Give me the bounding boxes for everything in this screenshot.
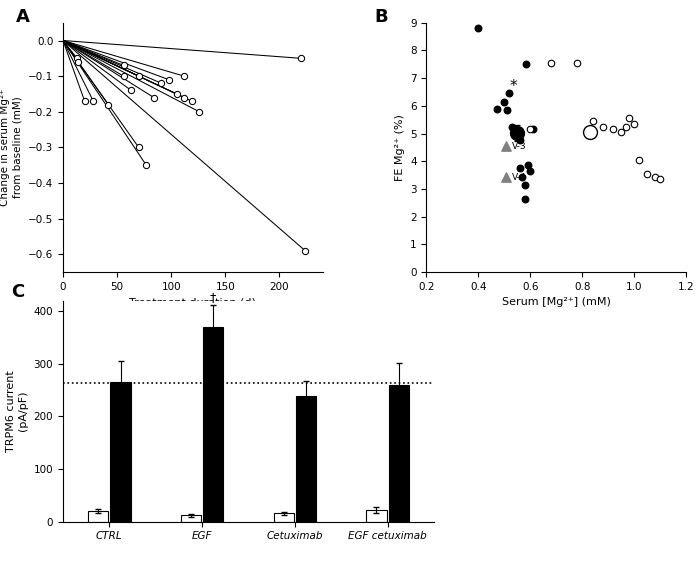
Point (507, 122, 518, 131)
Point (521, 60, 532, 69)
Point (623, 114, 634, 123)
Point (608, 125, 619, 134)
Point (498, 97, 510, 106)
Point (517, 172, 528, 181)
Point (522, 161, 533, 170)
Point (571, 58, 582, 67)
Point (597, 122, 608, 131)
Point (473, 24, 484, 33)
Point (615, 128, 626, 137)
Point (654, 175, 666, 184)
Text: †: † (210, 291, 216, 304)
Point (514, 136, 526, 145)
Point (527, 125, 538, 134)
X-axis label: Treatment duration (d): Treatment duration (d) (130, 298, 256, 307)
Point (514, 164, 526, 173)
Point (504, 89, 515, 98)
Point (519, 194, 531, 203)
Bar (88, 511, 108, 522)
Point (525, 167, 536, 176)
Y-axis label: Change in serum Mg²⁺
from baseline (mM): Change in serum Mg²⁺ from baseline (mM) (0, 88, 22, 206)
Y-axis label: TRPM6 current
(pA/pF): TRPM6 current (pA/pF) (6, 370, 28, 452)
Bar (181, 515, 201, 522)
Text: C: C (11, 283, 25, 301)
Y-axis label: FE Mg²⁺ (%): FE Mg²⁺ (%) (395, 114, 405, 181)
Point (641, 169, 652, 178)
Text: V-3: V-3 (512, 142, 526, 150)
Bar (111, 382, 131, 522)
Point (545, 58, 557, 67)
Text: *: * (510, 79, 517, 94)
Point (621, 122, 632, 131)
Point (509, 128, 520, 137)
Bar (203, 327, 223, 522)
Point (501, 105, 512, 115)
Point (500, 173, 512, 182)
X-axis label: Serum [Mg²⁺] (mM): Serum [Mg²⁺] (mM) (502, 298, 610, 307)
Point (491, 104, 502, 113)
Bar (366, 510, 386, 522)
Bar (274, 513, 294, 522)
Bar (389, 385, 409, 522)
Point (500, 142, 512, 151)
Bar (296, 396, 316, 522)
Point (629, 119, 640, 128)
Point (512, 130, 523, 139)
Text: B: B (374, 8, 388, 26)
Point (650, 172, 661, 181)
Text: A: A (16, 8, 30, 26)
Point (634, 155, 645, 164)
Text: V-4: V-4 (512, 173, 526, 182)
Point (519, 180, 531, 189)
Point (525, 125, 536, 134)
Point (587, 117, 598, 126)
